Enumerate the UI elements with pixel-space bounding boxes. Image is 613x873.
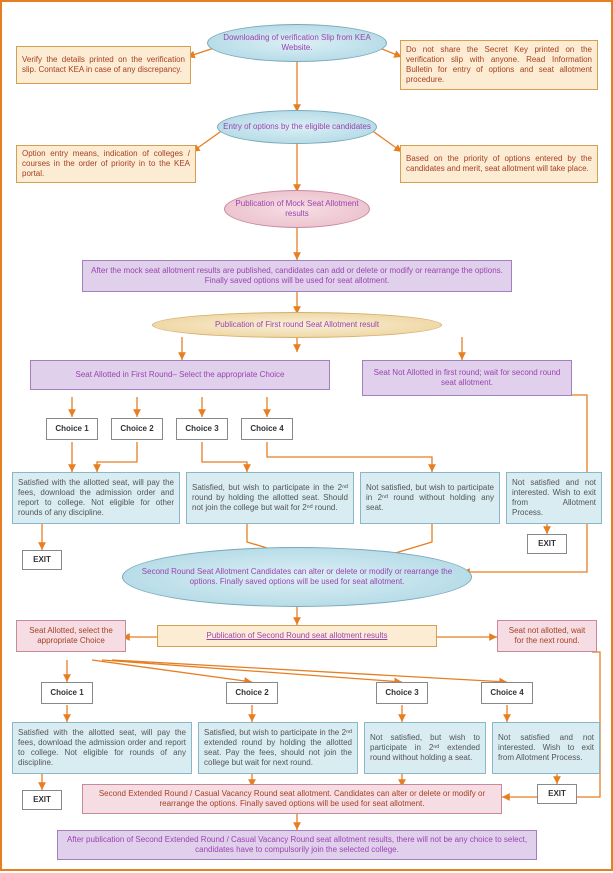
desc-choice3: Not satisfied, but wish to participate i… <box>360 472 500 524</box>
choice-2b: Choice 2 <box>226 682 278 704</box>
note-verify-details: Verify the details printed on the verifi… <box>16 46 191 84</box>
desc-choice3b: Not satisfied, but wish to participate i… <box>364 722 486 774</box>
note-priority-merit: Based on the priority of options entered… <box>400 145 598 183</box>
branch-seat-not-allotted: Seat Not Allotted in first round; wait f… <box>362 360 572 396</box>
exit-3: EXIT <box>22 790 62 810</box>
choice-3b: Choice 3 <box>376 682 428 704</box>
desc-choice2: Satisfied, but wish to participate in th… <box>186 472 354 524</box>
step-first-round-result: Publication of First round Seat Allotmen… <box>152 312 442 338</box>
desc-choice4b: Not satisfied and not interested. Wish t… <box>492 722 600 774</box>
step-extended-round: Second Extended Round / Casual Vacancy R… <box>82 784 502 814</box>
desc-choice4: Not satisfied and not interested. Wish t… <box>506 472 602 524</box>
choice-1b: Choice 1 <box>41 682 93 704</box>
choice-3: Choice 3 <box>176 418 228 440</box>
note-secret-key: Do not share the Secret Key printed on t… <box>400 40 598 90</box>
branch-seat-not-allotted-2: Seat not allotted, wait for the next rou… <box>497 620 597 652</box>
exit-2: EXIT <box>527 534 567 554</box>
desc-choice2b: Satisfied, but wish to participate in th… <box>198 722 358 774</box>
exit-4: EXIT <box>537 784 577 804</box>
desc-choice1: Satisfied with the allotted seat, will p… <box>12 472 180 524</box>
step-mock-allotment: Publication of Mock Seat Allotment resul… <box>224 190 370 228</box>
step-final: After publication of Second Extended Rou… <box>57 830 537 860</box>
desc-choice1b: Satisfied with the allotted seat, will p… <box>12 722 192 774</box>
step-download-slip: Downloading of verification Slip from KE… <box>207 24 387 62</box>
choice-4b: Choice 4 <box>481 682 533 704</box>
step-second-round: Second Round Seat Allotment Candidates c… <box>122 547 472 607</box>
note-option-meaning: Option entry means, indication of colleg… <box>16 145 196 183</box>
branch-seat-allotted-2: Seat Allotted, select the appropriate Ch… <box>16 620 126 652</box>
exit-1: EXIT <box>22 550 62 570</box>
branch-seat-allotted: Seat Allotted in First Round– Select the… <box>30 360 330 390</box>
step-option-entry: Entry of options by the eligible candida… <box>217 110 377 144</box>
choice-1: Choice 1 <box>46 418 98 440</box>
step-modify-options: After the mock seat allotment results ar… <box>82 260 512 292</box>
choice-2: Choice 2 <box>111 418 163 440</box>
choice-4: Choice 4 <box>241 418 293 440</box>
step-second-round-result: Publication of Second Round seat allotme… <box>157 625 437 647</box>
